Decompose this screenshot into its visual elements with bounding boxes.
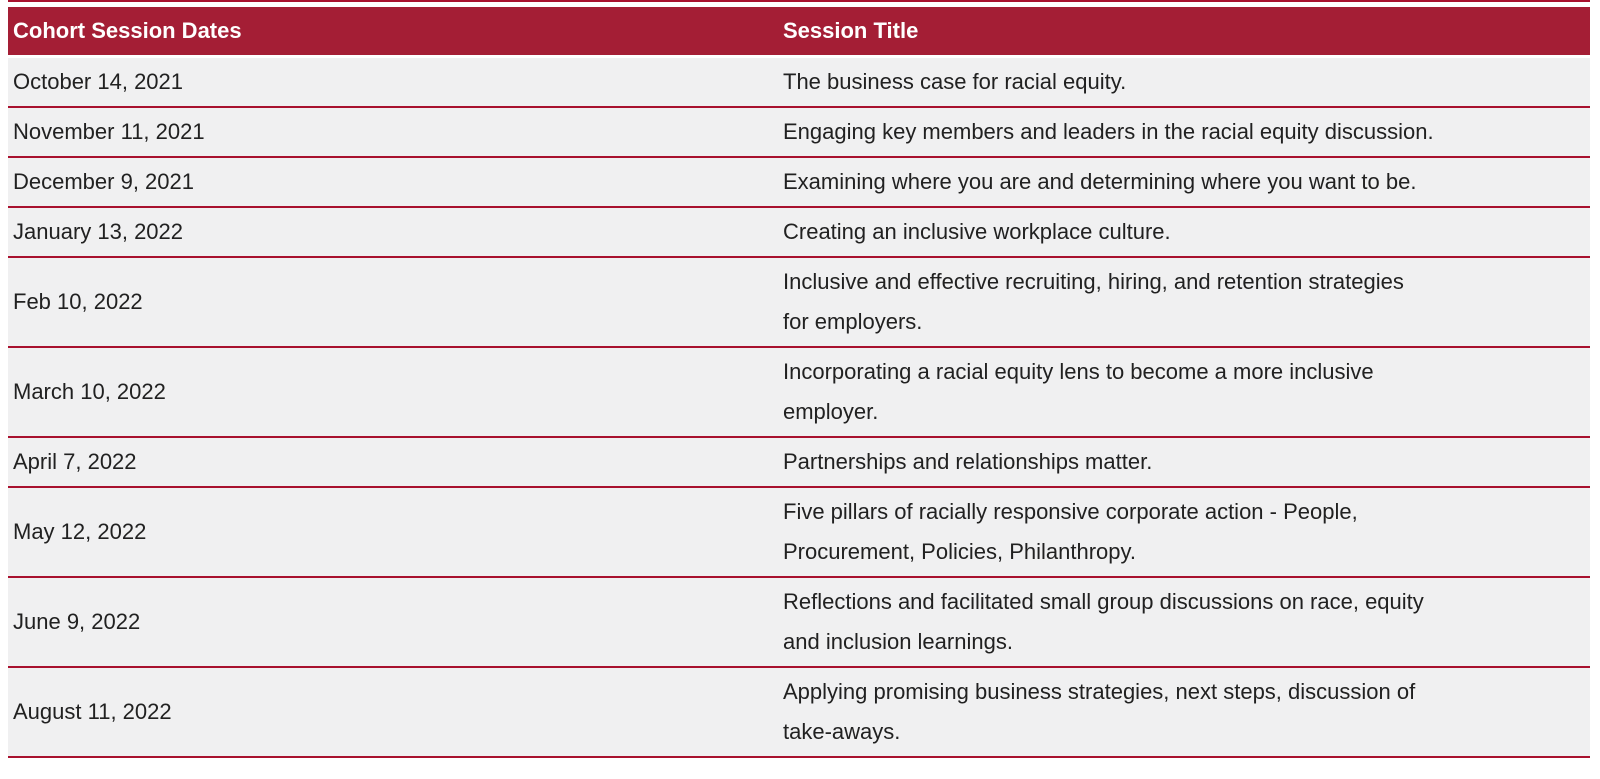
session-title-cell: The business case for racial equity. [778, 58, 1590, 108]
session-date-cell: March 10, 2022 [8, 348, 778, 438]
table-row: August 11, 2022 Applying promising busine… [8, 668, 1590, 758]
session-title-cell: Inclusive and effective recruiting, hiri… [778, 258, 1590, 348]
session-date-cell: November 11, 2021 [8, 108, 778, 158]
page: Cohort Session Dates Session Title Octob… [8, 0, 1590, 758]
table-row: May 12, 2022 Five pillars of racially res… [8, 488, 1590, 578]
session-title-cell: Creating an inclusive workplace culture. [778, 208, 1590, 258]
session-title-cell: Incorporating a racial equity lens to be… [778, 348, 1590, 438]
session-date-cell: December 9, 2021 [8, 158, 778, 208]
table-row: Feb 10, 2022 Inclusive and effective recr… [8, 258, 1590, 348]
table-row: November 11, 2021 Engaging key members an… [8, 108, 1590, 158]
session-title-cell: Applying promising business strategies, … [778, 668, 1590, 758]
header-cell-session-title: Session Title [778, 7, 1590, 58]
session-title-cell: Examining where you are and determining … [778, 158, 1590, 208]
session-title-cell: Partnerships and relationships matter. [778, 438, 1590, 488]
session-date-cell: October 14, 2021 [8, 58, 778, 108]
table-row: December 9, 2021 Examining where you are … [8, 158, 1590, 208]
session-date-cell: Feb 10, 2022 [8, 258, 778, 348]
top-divider-rule [8, 0, 1590, 2]
table-row: March 10, 2022 Incorporating a racial equ… [8, 348, 1590, 438]
session-date-cell: June 9, 2022 [8, 578, 778, 668]
cohort-schedule-table: Cohort Session Dates Session Title Octob… [8, 7, 1590, 758]
table-header-row: Cohort Session Dates Session Title [8, 7, 1590, 58]
session-date-cell: April 7, 2022 [8, 438, 778, 488]
table-row: June 9, 2022 Reflections and facilitated … [8, 578, 1590, 668]
session-title-cell: Reflections and facilitated small group … [778, 578, 1590, 668]
session-date-cell: January 13, 2022 [8, 208, 778, 258]
session-date-cell: May 12, 2022 [8, 488, 778, 578]
session-table-body: October 14, 2021 The business case for ra… [8, 58, 1590, 758]
table-row: April 7, 2022 Partnerships and relationsh… [8, 438, 1590, 488]
session-title-cell: Engaging key members and leaders in the … [778, 108, 1590, 158]
session-date-cell: August 11, 2022 [8, 668, 778, 758]
table-row: January 13, 2022 Creating an inclusive wo… [8, 208, 1590, 258]
table-row: October 14, 2021 The business case for ra… [8, 58, 1590, 108]
header-cell-session-dates: Cohort Session Dates [8, 7, 778, 58]
session-title-cell: Five pillars of racially responsive corp… [778, 488, 1590, 578]
